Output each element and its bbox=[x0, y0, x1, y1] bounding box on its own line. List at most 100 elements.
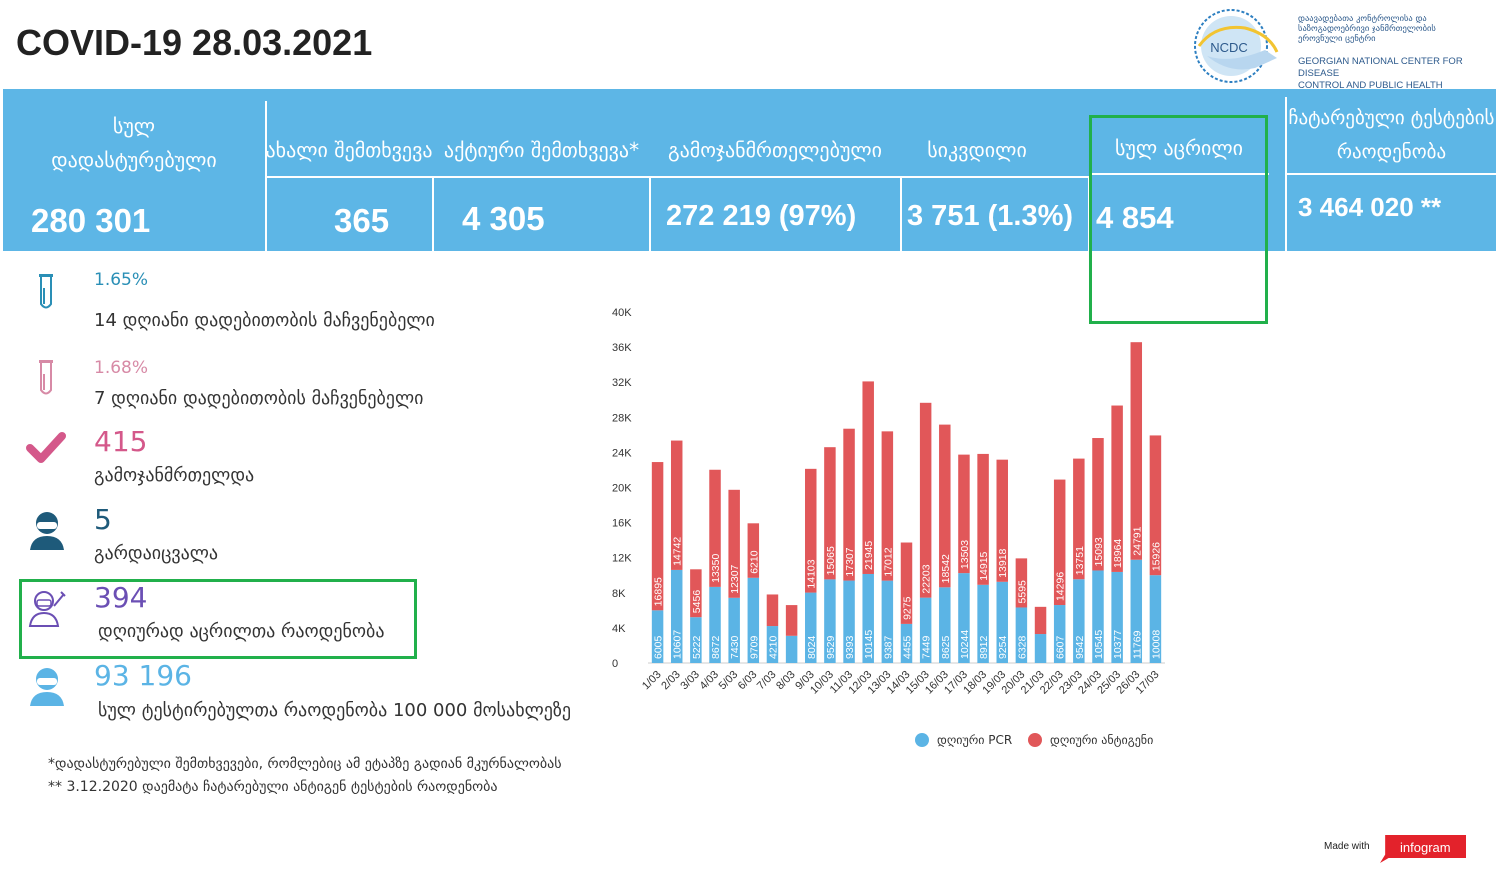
bar-label-antigen: 14296 bbox=[1055, 572, 1067, 601]
footnote-active-cases: *დადასტურებული შემთხვევები, რომლებიც ამ … bbox=[48, 756, 562, 772]
new-cases-value: 365 bbox=[334, 202, 390, 239]
bar-antigen bbox=[862, 381, 874, 574]
bar-label-antigen: 24791 bbox=[1131, 526, 1143, 555]
bar-pcr bbox=[1149, 575, 1162, 663]
test-tube-blue-icon bbox=[39, 274, 53, 309]
bar-pcr bbox=[709, 586, 721, 663]
bar-label-pcr: 10008 bbox=[1150, 630, 1162, 659]
y-tick-label: 8K bbox=[612, 588, 626, 600]
bar-label-pcr: 10545 bbox=[1093, 630, 1105, 659]
ncdc-logo: NCDC დაავადებათა კონტროლისა და საზოგადოე… bbox=[1185, 6, 1485, 91]
x-tick-label: 2/03 bbox=[659, 669, 683, 693]
bar-pcr bbox=[1034, 634, 1047, 663]
x-tick-label: 7/03 bbox=[755, 669, 779, 693]
y-tick-label: 24K bbox=[612, 447, 632, 459]
y-tick-label: 12K bbox=[612, 553, 632, 565]
bar-antigen bbox=[939, 424, 951, 588]
bar-pcr bbox=[824, 579, 836, 663]
y-tick-label: 32K bbox=[612, 377, 632, 389]
positivity-14-value: 1.65% bbox=[94, 270, 149, 290]
bar-antigen bbox=[900, 542, 913, 624]
bar-label-pcr: 8024 bbox=[806, 635, 818, 659]
bar-label-pcr: 9709 bbox=[748, 635, 760, 659]
bar-antigen bbox=[1015, 558, 1028, 608]
bar-label-antigen: 13350 bbox=[710, 554, 722, 583]
bar-antigen bbox=[843, 428, 855, 581]
bar-label-pcr: 9254 bbox=[997, 635, 1009, 659]
bar-antigen bbox=[1034, 606, 1047, 635]
bar-pcr bbox=[785, 635, 798, 663]
y-tick-label: 16K bbox=[612, 518, 632, 530]
recovered-today-value: 415 bbox=[94, 425, 148, 458]
bar-label-pcr: 6607 bbox=[1055, 635, 1067, 659]
bar-label-pcr: 5222 bbox=[691, 635, 703, 659]
bar-pcr bbox=[977, 584, 989, 663]
y-tick-label: 4K bbox=[612, 623, 626, 635]
bar-label-pcr: 7449 bbox=[921, 635, 933, 659]
legend-pcr-swatch bbox=[915, 733, 929, 747]
bar-pcr bbox=[747, 577, 760, 663]
deaths-today-label: გარდაიცვალა bbox=[94, 543, 219, 564]
tested-per-100k-label: სულ ტესტირებულთა რაოდენობა 100 000 მოსახ… bbox=[98, 700, 572, 721]
bar-label-antigen: 15065 bbox=[825, 546, 837, 575]
bar-antigen bbox=[670, 440, 683, 570]
infogram-logo[interactable]: infogram bbox=[1380, 835, 1466, 863]
bar-label-antigen: 13503 bbox=[959, 540, 971, 569]
positivity-14-label: 14 დღიანი დადებითობის მაჩვენებელი bbox=[94, 310, 435, 331]
bar-pcr bbox=[651, 610, 664, 663]
bar-label-antigen: 18542 bbox=[940, 554, 952, 583]
bar-label-pcr: 4210 bbox=[767, 635, 779, 659]
tests-label: ჩატარებული ტესტების რაოდენობა bbox=[1288, 107, 1495, 163]
bar-antigen bbox=[805, 468, 817, 593]
person-dark-icon bbox=[30, 512, 64, 550]
x-tick-label: 6/03 bbox=[736, 669, 760, 693]
bar-label-antigen: 14742 bbox=[672, 537, 684, 566]
bar-label-antigen: 17012 bbox=[882, 547, 894, 576]
bar-antigen bbox=[1111, 405, 1123, 572]
bar-label-antigen: 5456 bbox=[691, 590, 703, 614]
bar-label-antigen: 9275 bbox=[902, 596, 914, 620]
bar-label-antigen: 15926 bbox=[1150, 542, 1162, 571]
nurse-vaccine-icon bbox=[28, 591, 66, 627]
bar-label-antigen: 17307 bbox=[844, 547, 856, 576]
bar-pcr bbox=[1073, 579, 1085, 663]
new-cases-label: ახალი შემთხვევა bbox=[265, 138, 433, 162]
bar-antigen bbox=[766, 594, 779, 627]
summary-banner: სულ დადასტურებული 280 301 ახალი შემთხვევ… bbox=[3, 89, 1496, 251]
positivity-7-label: 7 დღიანი დადებითობის მაჩვენებელი bbox=[94, 388, 424, 409]
x-tick-label: 4/03 bbox=[698, 669, 722, 693]
tested-per-100k-value: 93 196 bbox=[94, 659, 192, 692]
footnote-antigen-tests: ** 3.12.2020 დაემატა ჩატარებული ანტიგენ … bbox=[48, 779, 498, 795]
bar-pcr bbox=[1092, 570, 1104, 663]
bar-pcr bbox=[728, 597, 740, 663]
vaccinated-label: სულ აცრილი bbox=[1114, 136, 1244, 160]
bar-label-pcr: 9529 bbox=[825, 635, 837, 659]
x-tick-label: 5/03 bbox=[717, 669, 741, 693]
bar-label-pcr: 9387 bbox=[882, 635, 894, 659]
legend-antigen-swatch bbox=[1028, 733, 1042, 747]
logo-name-georgian: დაავადებათა კონტროლისა და საზოგადოებრივი… bbox=[1298, 14, 1436, 44]
legend-pcr-label: დღიური PCR bbox=[937, 733, 1012, 747]
bar-pcr bbox=[900, 623, 913, 663]
bar-antigen bbox=[824, 447, 836, 580]
bar-pcr bbox=[1053, 605, 1066, 663]
bar-pcr bbox=[881, 580, 894, 663]
tests-value: 3 464 020 ** bbox=[1298, 192, 1442, 222]
bar-antigen bbox=[881, 431, 894, 581]
vaccinated-today-label: დღიურად აცრილთა რაოდენობა bbox=[98, 621, 385, 642]
total-confirmed-label: სულ დადასტურებული bbox=[51, 114, 217, 172]
bar-antigen bbox=[785, 605, 798, 636]
bar-label-antigen: 22203 bbox=[921, 564, 933, 593]
bar-antigen bbox=[1092, 438, 1104, 571]
vaccinated-value: 4 854 bbox=[1096, 200, 1174, 235]
bar-label-antigen: 21945 bbox=[863, 541, 875, 570]
bar-label-antigen: 5595 bbox=[1016, 580, 1028, 604]
bar-antigen bbox=[709, 469, 721, 587]
active-cases-label: აქტიური შემთხვევა* bbox=[443, 138, 640, 162]
x-tick-label: 8/03 bbox=[774, 669, 798, 693]
y-tick-label: 40K bbox=[612, 307, 632, 319]
bar-antigen bbox=[728, 489, 740, 598]
bar-label-pcr: 10607 bbox=[672, 630, 684, 659]
bar-antigen bbox=[651, 462, 664, 611]
bar-pcr bbox=[805, 592, 817, 663]
